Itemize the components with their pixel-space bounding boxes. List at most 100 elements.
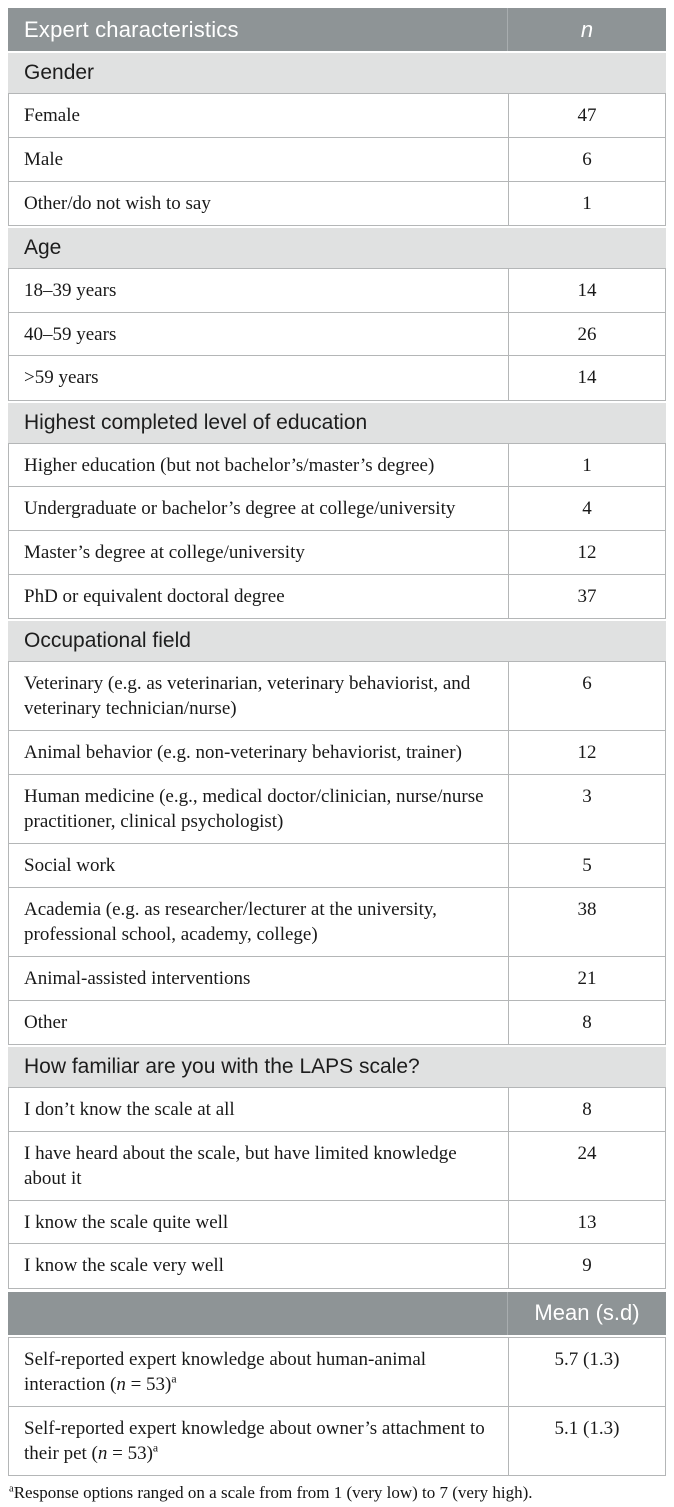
row-label: Social work (9, 843, 509, 888)
row-label: Higher education (but not bachelor’s/mas… (9, 443, 509, 487)
row-value: 6 (582, 148, 592, 170)
footnote-ref: a (152, 1441, 159, 1455)
row-label: I know the scale very well (9, 1244, 509, 1288)
row-value: 8 (582, 1098, 592, 1120)
table-body: Gender Female 47 Male 6 Other/do not wish to … (8, 53, 666, 1289)
mean-header-row: Mean (s.d) (8, 1291, 666, 1335)
section-title: Gender (24, 61, 95, 84)
mean-header-empty-cell (8, 1291, 508, 1335)
row-value: 1 (582, 454, 592, 476)
section-title: Highest completed level of education (24, 410, 368, 434)
row-label: I know the scale quite well (9, 1200, 509, 1244)
row-label: 18–39 years (9, 268, 509, 313)
row-value: 14 (577, 279, 597, 301)
mean-row-value: 5.1 (1.3) (554, 1417, 620, 1439)
mean-label-text: Self-reported expert knowledge about own… (24, 1417, 485, 1464)
section-header: Highest completed level of education (8, 402, 666, 443)
mean-label-text-after: = 53) (107, 1442, 153, 1464)
row-label: Other (9, 1000, 509, 1044)
n-column-label: n (580, 16, 594, 42)
row-label: Undergraduate or bachelor’s degree at co… (9, 487, 509, 531)
section-title: Age (24, 235, 62, 259)
table-row: Academia (e.g. as researcher/lecturer at… (8, 886, 666, 958)
row-value: 3 (582, 785, 592, 807)
table-row: Male 6 (8, 136, 666, 183)
table-row: Animal-assisted interventions 21 (8, 955, 666, 1002)
section-title: Occupational field (24, 629, 191, 653)
table-row: Human medicine (e.g., medical doctor/cli… (8, 773, 666, 845)
table-row: I have heard about the scale, but have l… (8, 1130, 666, 1202)
mean-column-label: Mean (s.d) (534, 1300, 640, 1326)
row-value: 21 (577, 967, 597, 989)
table-row: I know the scale very well 9 (8, 1243, 666, 1289)
row-label: Female (9, 94, 509, 138)
mean-header-label-cell: Mean (s.d) (508, 1292, 666, 1335)
row-label: Male (9, 137, 509, 182)
mean-rows: Self-reported expert knowledge about hum… (8, 1336, 666, 1477)
row-value: 12 (577, 742, 597, 764)
table-footnote: aResponse options ranged on a scale from… (8, 1483, 666, 1503)
row-label: Animal-assisted interventions (9, 956, 509, 1001)
n-variable: n (116, 1373, 126, 1395)
row-value: 38 (577, 898, 597, 920)
table-row: Social work 5 (8, 842, 666, 889)
section-header: How familiar are you with the LAPS scale… (8, 1046, 666, 1087)
footnote-ref: a (171, 1372, 177, 1386)
table-row: Master’s degree at college/university 12 (8, 530, 666, 576)
table-row: Undergraduate or bachelor’s degree at co… (8, 486, 666, 532)
row-label: 40–59 years (9, 312, 509, 356)
row-value: 24 (577, 1142, 597, 1164)
row-value: 13 (577, 1211, 597, 1233)
mean-row-value: 5.7 (1.3) (554, 1348, 620, 1370)
mean-label-text-after: = 53) (125, 1373, 172, 1395)
row-value: 1 (582, 192, 592, 214)
section-header: Gender (8, 53, 666, 93)
row-value: 5 (582, 854, 592, 876)
table-row: Veterinary (e.g. as veterinarian, veteri… (8, 661, 666, 732)
mean-row-label: Self-reported expert knowledge about own… (9, 1406, 509, 1476)
mean-table-row: Self-reported expert knowledge about own… (8, 1405, 666, 1477)
footnote-text: Response options ranged on a scale from … (13, 1483, 533, 1503)
row-label: PhD or equivalent doctoral degree (9, 574, 509, 619)
row-label: I have heard about the scale, but have l… (9, 1131, 509, 1201)
table-row: Other/do not wish to say 1 (8, 180, 666, 226)
row-value: 6 (582, 673, 592, 695)
table-row: Female 47 (8, 93, 666, 139)
table-row: 18–39 years 14 (8, 267, 666, 314)
table-row: >59 years 14 (8, 355, 666, 401)
row-value: 37 (577, 585, 597, 607)
table-row: I know the scale quite well 13 (8, 1199, 666, 1245)
row-value: 12 (577, 542, 597, 564)
table-row: Other 8 (8, 999, 666, 1045)
row-value: 9 (582, 1255, 592, 1277)
row-label: Human medicine (e.g., medical doctor/cli… (9, 774, 509, 844)
mean-label-text: Self-reported expert knowledge about hum… (24, 1348, 427, 1395)
row-value: 47 (577, 105, 597, 126)
table-header-n: n (508, 8, 666, 51)
row-value: 14 (577, 367, 597, 389)
table-row: I don’t know the scale at all 8 (8, 1086, 666, 1133)
row-value: 8 (582, 1011, 592, 1033)
row-value: 4 (582, 498, 592, 520)
row-label: Master’s degree at college/university (9, 531, 509, 575)
table-row: 40–59 years 26 (8, 311, 666, 357)
table-header-title: Expert characteristics (8, 8, 508, 51)
table-row: Higher education (but not bachelor’s/mas… (8, 442, 666, 488)
row-label: Animal behavior (e.g. non-veterinary beh… (9, 731, 509, 775)
mean-table-row: Self-reported expert knowledge about hum… (8, 1336, 666, 1408)
row-label: I don’t know the scale at all (9, 1087, 509, 1132)
table-row: PhD or equivalent doctoral degree 37 (8, 573, 666, 620)
n-variable: n (97, 1442, 108, 1464)
row-label: Other/do not wish to say (9, 181, 509, 225)
row-label: Veterinary (e.g. as veterinarian, veteri… (9, 662, 509, 731)
row-label: Academia (e.g. as researcher/lecturer at… (9, 887, 509, 957)
section-header: Age (8, 227, 666, 268)
table-header-row: Expert characteristics n (8, 8, 666, 51)
row-value: 26 (577, 323, 597, 345)
mean-row-label: Self-reported expert knowledge about hum… (9, 1337, 509, 1407)
table-row: Animal behavior (e.g. non-veterinary beh… (8, 730, 666, 776)
section-title: How familiar are you with the LAPS scale… (24, 1054, 420, 1078)
section-header: Occupational field (8, 621, 666, 662)
row-label: >59 years (9, 356, 509, 400)
